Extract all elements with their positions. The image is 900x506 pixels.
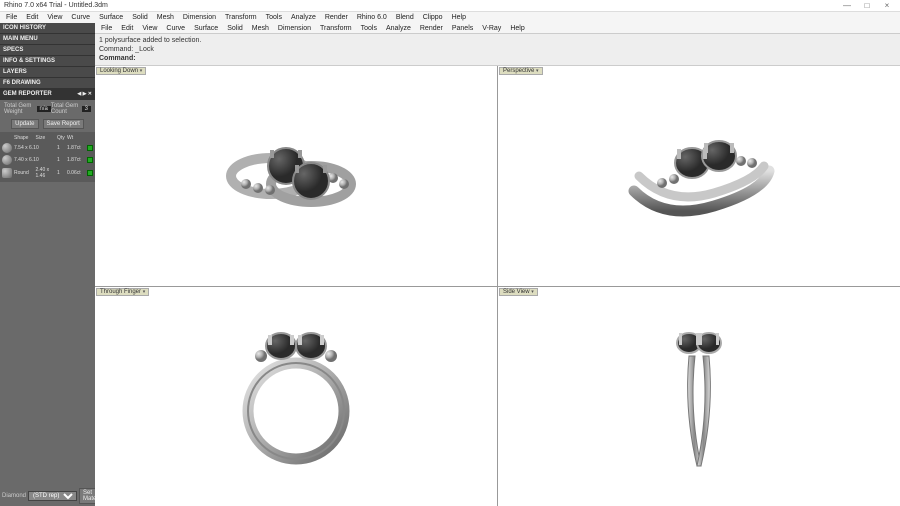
gem-reporter-label: GEM REPORTER — [3, 91, 52, 97]
menu-surface[interactable]: Surface — [95, 14, 127, 21]
window-controls: — □ × — [838, 1, 896, 11]
main-menubar: File Edit View Curve Surface Solid Mesh … — [95, 23, 900, 34]
gem-row[interactable]: 7.54 x 6.10 1 1.87ct — [2, 142, 93, 154]
gem-size: 7.54 x 6.10 — [14, 145, 55, 151]
section-icon-history[interactable]: ICON HISTORY — [0, 23, 95, 34]
main-menu-transform[interactable]: Transform — [316, 25, 356, 32]
chevron-down-icon: ▾ — [536, 68, 539, 74]
gem-wt: 1.87ct — [67, 145, 85, 151]
chevron-down-icon: ▾ — [143, 289, 146, 295]
menu-transform[interactable]: Transform — [221, 14, 261, 21]
viewport-top-right[interactable]: Perspective ▾ — [498, 66, 900, 286]
menu-analyze[interactable]: Analyze — [287, 14, 320, 21]
menu-curve[interactable]: Curve — [67, 14, 94, 21]
gem-table-header: Shape Size Qty Wt — [2, 134, 93, 142]
section-info-settings[interactable]: INFO & SETTINGS — [0, 56, 95, 67]
main-menu-file[interactable]: File — [97, 25, 116, 32]
gem-shape: Round — [14, 170, 34, 176]
close-button[interactable]: × — [878, 1, 896, 11]
gem-row[interactable]: 7.40 x 6.10 1 1.87ct — [2, 154, 93, 166]
menu-rhino6[interactable]: Rhino 6.0 — [353, 14, 391, 21]
command-prompt[interactable]: Command: — [99, 54, 896, 63]
main-menu-mesh[interactable]: Mesh — [248, 25, 273, 32]
main-area: File Edit View Curve Surface Solid Mesh … — [95, 23, 900, 506]
gem-qty: 1 — [57, 170, 65, 176]
sidebar: ICON HISTORY MAIN MENU SPECS INFO & SETT… — [0, 23, 95, 506]
command-history: Command: _Lock — [99, 45, 896, 54]
section-f6-drawing[interactable]: F6 DRAWING — [0, 78, 95, 89]
update-button[interactable]: Update — [11, 119, 38, 129]
gem-size: 2.40 x 1.46 — [36, 167, 56, 179]
minimize-button[interactable]: — — [838, 1, 856, 11]
section-gem-reporter[interactable]: GEM REPORTER ◀ ▶ ✕ — [0, 89, 95, 100]
gem-indicator — [87, 145, 93, 151]
gem-wt: 0.06ct — [67, 170, 85, 176]
total-count-label: Total Gem Count — [51, 103, 82, 115]
gem-table: Shape Size Qty Wt 7.54 x 6.10 1 1.87ct 7… — [0, 132, 95, 182]
main-menu-dimension[interactable]: Dimension — [274, 25, 315, 32]
main-menu-edit[interactable]: Edit — [117, 25, 137, 32]
material-panel: Diamond (STD rep) Set Material — [0, 486, 95, 506]
gem-icon — [2, 143, 12, 153]
window-titlebar: Rhino 7.0 x64 Trial - Untitled.3dm — □ × — [0, 0, 900, 12]
viewport-label[interactable]: Side View ▾ — [499, 288, 538, 296]
window-title: Rhino 7.0 x64 Trial - Untitled.3dm — [4, 2, 838, 9]
gem-indicator — [87, 157, 93, 163]
menu-render[interactable]: Render — [321, 14, 352, 21]
material-select[interactable]: (STD rep) — [28, 491, 77, 501]
viewport-label[interactable]: Perspective ▾ — [499, 67, 543, 75]
viewport-bottom-right[interactable]: Side View ▾ — [498, 287, 900, 506]
command-history: 1 polysurface added to selection. — [99, 36, 896, 45]
viewports: Looking Down ▾ — [95, 66, 900, 506]
main-menu-solid[interactable]: Solid — [223, 25, 247, 32]
section-main-menu[interactable]: MAIN MENU — [0, 34, 95, 45]
chevron-down-icon: ▾ — [140, 68, 143, 74]
menu-tools[interactable]: Tools — [262, 14, 286, 21]
main-menu-vray[interactable]: V-Ray — [478, 25, 505, 32]
main-menu-view[interactable]: View — [138, 25, 161, 32]
app-menubar: File Edit View Curve Surface Solid Mesh … — [0, 12, 900, 23]
menu-view[interactable]: View — [43, 14, 66, 21]
viewport-bottom-left[interactable]: Through Finger ▾ — [95, 287, 497, 506]
gem-indicator — [87, 170, 93, 176]
maximize-button[interactable]: □ — [858, 1, 876, 11]
section-specs[interactable]: SPECS — [0, 45, 95, 56]
gem-qty: 1 — [57, 157, 65, 163]
gem-icon — [2, 155, 12, 165]
sidebar-spacer — [0, 182, 95, 486]
menu-blend[interactable]: Blend — [392, 14, 418, 21]
main-menu-surface[interactable]: Surface — [190, 25, 222, 32]
total-weight-value: n/a — [37, 106, 51, 112]
main-menu-curve[interactable]: Curve — [162, 25, 189, 32]
chevron-down-icon: ▾ — [531, 289, 534, 295]
viewport-label[interactable]: Looking Down ▾ — [96, 67, 146, 75]
menu-clippo[interactable]: Clippo — [419, 14, 447, 21]
main-menu-render[interactable]: Render — [416, 25, 447, 32]
viewport-top-left[interactable]: Looking Down ▾ — [95, 66, 497, 286]
menu-help[interactable]: Help — [448, 14, 470, 21]
main-menu-tools[interactable]: Tools — [357, 25, 381, 32]
menu-solid[interactable]: Solid — [128, 14, 152, 21]
section-layers[interactable]: LAYERS — [0, 67, 95, 78]
main-menu-help[interactable]: Help — [506, 25, 528, 32]
gem-qty: 1 — [57, 145, 65, 151]
save-report-button[interactable]: Save Report — [43, 119, 84, 129]
menu-mesh[interactable]: Mesh — [153, 14, 178, 21]
menu-dimension[interactable]: Dimension — [179, 14, 220, 21]
total-count-value: 3 — [82, 106, 91, 112]
command-area: 1 polysurface added to selection. Comman… — [95, 34, 900, 66]
gem-wt: 1.87ct — [67, 157, 85, 163]
menu-file[interactable]: File — [2, 14, 21, 21]
gem-row[interactable]: Round 2.40 x 1.46 1 0.06ct — [2, 166, 93, 180]
diamond-label: Diamond — [2, 493, 26, 499]
menu-edit[interactable]: Edit — [22, 14, 42, 21]
viewport-label[interactable]: Through Finger ▾ — [96, 288, 149, 296]
total-weight-label: Total Gem Weight — [4, 103, 37, 115]
gem-icon — [2, 168, 12, 178]
main-menu-analyze[interactable]: Analyze — [382, 25, 415, 32]
gem-size: 7.40 x 6.10 — [14, 157, 55, 163]
main-menu-panels[interactable]: Panels — [448, 25, 477, 32]
gem-stats: Total Gem Weight n/a Total Gem Count 3 U… — [0, 100, 95, 132]
